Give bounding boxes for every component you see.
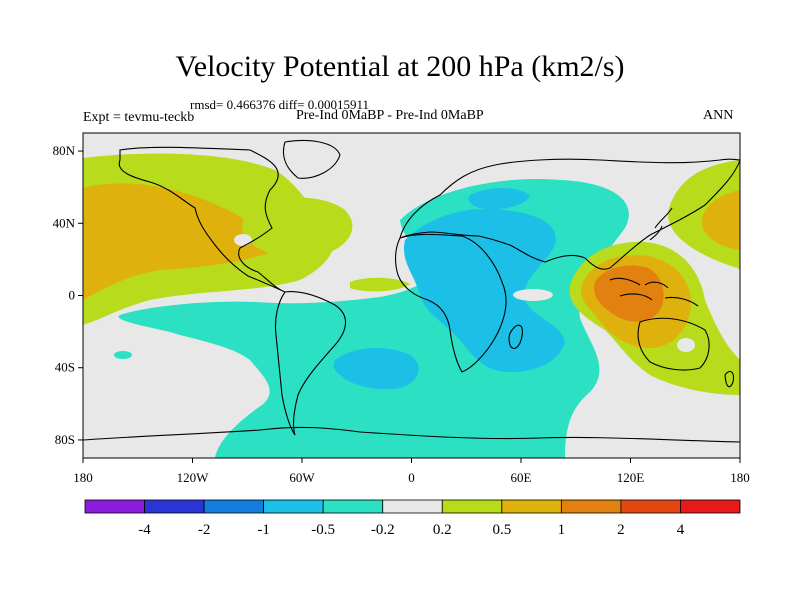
contour-field (83, 133, 740, 458)
colorbar-swatch (441, 499, 503, 514)
coast-antarctica (83, 426, 740, 443)
colorbar-label: 1 (558, 522, 566, 538)
lon-tick-label: 120W (177, 470, 210, 485)
colorbar-label: -4 (138, 522, 151, 538)
latitude-axis: 80N 40N 0 40S 80S (53, 143, 83, 447)
experiment-label: Expt = tevmu-teckb (83, 110, 195, 125)
colorbar-label: 2 (617, 522, 625, 538)
lon-tick-label: 60W (289, 470, 315, 485)
colorbar-label: -2 (198, 522, 211, 538)
coast-new-zealand (724, 370, 734, 388)
lat-tick-label: 40N (53, 215, 76, 230)
atlantic-blue-core (333, 348, 419, 390)
colorbar-swatch (620, 499, 681, 514)
lon-tick-label: 180 (730, 470, 750, 485)
atlantic-small-green (350, 277, 410, 292)
colorbar-swatch (84, 499, 145, 514)
pacific-orange-region (83, 183, 275, 300)
coast-africa (395, 233, 507, 373)
lon-tick-label: 0 (408, 470, 415, 485)
lat-tick-label: 80S (55, 432, 75, 447)
coast-greenland (282, 139, 341, 179)
case-label: Pre-Ind 0MaBP - Pre-Ind 0MaBP (296, 108, 484, 123)
neutral-hole-australia (677, 338, 695, 352)
lat-tick-label: 80N (53, 143, 76, 158)
lat-tick-label: 0 (69, 288, 76, 303)
coast-australia (637, 317, 710, 371)
colorbar-swatch (560, 499, 622, 514)
colorbar-label: 0.5 (492, 522, 511, 538)
coastlines (83, 139, 740, 443)
lat-tick-label: 40S (55, 360, 75, 375)
colorbar-swatch (263, 499, 324, 514)
colorbar-swatch (680, 499, 741, 514)
stats-label: rmsd= 0.466376 diff= 0.00015911 (190, 97, 369, 112)
coast-japan (649, 207, 673, 241)
atlantic-green-region (242, 197, 353, 259)
map-title: Velocity Potential at 200 hPa (km2/s) (175, 50, 625, 83)
colorbar-swatch (322, 499, 384, 514)
lon-tick-label: 120E (617, 470, 645, 485)
colorbar-swatch (501, 499, 562, 514)
colorbar: -4 -2 -1 -0.5 -0.2 0.2 0.5 1 2 4 (84, 499, 741, 538)
colorbar-swatch (144, 499, 205, 514)
lon-tick-label: 180 (73, 470, 93, 485)
neutral-hole-indian (513, 289, 553, 301)
small-cyan-pacific (114, 351, 132, 359)
coast-eurasia (399, 158, 740, 270)
colorbar-label: -0.5 (311, 522, 335, 538)
far-east-orange-region (701, 190, 740, 250)
colorbar-label: 4 (677, 522, 685, 538)
colorbar-swatch (203, 499, 265, 514)
season-label: ANN (703, 108, 734, 123)
lon-tick-label: 60E (511, 470, 532, 485)
colorbar-label: -1 (257, 522, 270, 538)
longitude-axis: 180 120W 60W 0 60E 120E 180 (73, 458, 750, 485)
coast-madagascar (508, 324, 523, 349)
colorbar-label: -0.2 (371, 522, 395, 538)
coast-maritime-islands (609, 277, 699, 307)
africa-blue-core (403, 208, 565, 372)
north-blue-core (468, 187, 530, 210)
neutral-hole-mexico (234, 234, 252, 246)
coast-south-america (274, 291, 347, 436)
coast-north-america (118, 146, 286, 293)
colorbar-swatch (382, 499, 443, 514)
colorbar-label: 0.2 (433, 522, 452, 538)
